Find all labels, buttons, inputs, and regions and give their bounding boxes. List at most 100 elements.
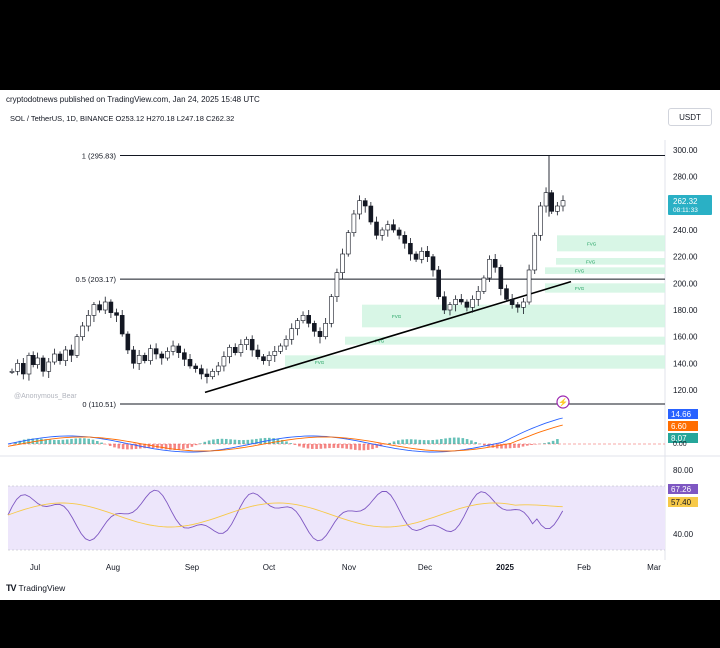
macd-histogram-bar (435, 439, 439, 444)
candle-body (521, 301, 526, 308)
candle-body (538, 205, 543, 236)
candle-body (560, 200, 566, 207)
candle-body (334, 272, 340, 297)
macd-histogram-bar (117, 444, 121, 449)
candle-body (362, 200, 368, 207)
macd-histogram-bar (508, 444, 512, 449)
macd-histogram-bar (207, 440, 211, 444)
macd-histogram-bar (177, 444, 181, 450)
candle-body (272, 351, 278, 356)
current-price-value: 262.32 (673, 197, 698, 206)
macd-zero-label: 0.00 (673, 441, 687, 448)
macd-histogram-bar (169, 444, 172, 450)
candle-body (408, 243, 413, 255)
macd-histogram-bar (96, 440, 99, 444)
macd-histogram-bar (194, 444, 198, 446)
candle-body (148, 348, 153, 361)
candle-body (498, 267, 504, 289)
candle-body (396, 229, 402, 236)
macd-histogram-bar (444, 438, 447, 444)
candle-body (26, 355, 32, 375)
candle-body (509, 299, 515, 305)
candle-body (328, 296, 334, 324)
candle-body (453, 299, 458, 305)
macd-histogram-bar (22, 439, 26, 444)
candle-body (69, 349, 74, 356)
event-lightning-icon (556, 395, 570, 409)
candle-body (153, 348, 159, 355)
candle-body (555, 205, 560, 212)
macd-histogram-bar (556, 439, 559, 444)
macd-histogram-bar (134, 444, 138, 449)
macd-histogram-bar (349, 444, 353, 450)
macd-histogram-bar (328, 444, 331, 449)
macd-histogram-bar (315, 444, 318, 449)
rsi-ma-line (7, 502, 563, 528)
macd-histogram-bar (358, 444, 361, 451)
candle-body (261, 356, 266, 361)
candle-body (379, 229, 385, 236)
time-axis-label: Aug (106, 563, 120, 572)
fvg-zone-label: FVG (315, 360, 325, 365)
macd-histogram-bar (113, 444, 116, 448)
macd-histogram-bar (414, 439, 417, 444)
candle-body (187, 359, 193, 367)
candle-body (232, 347, 238, 353)
candle-body (385, 224, 391, 231)
candle-body (295, 320, 300, 329)
macd-histogram-bar (272, 438, 275, 444)
macd-value-label: 14.66 (671, 410, 692, 419)
candle-body (419, 251, 425, 260)
fvg-zone (545, 267, 665, 274)
fib-level-label: 0 (110.51) (82, 400, 116, 409)
candle-body (74, 336, 80, 356)
chart-canvas[interactable]: 300.00280.00260.00240.00220.00200.00180.… (0, 90, 720, 580)
macd-histogram-bar (409, 439, 413, 444)
candle-body (131, 349, 136, 364)
fvg-zone-label: FVG (575, 269, 585, 274)
macd-histogram-bar (147, 444, 151, 448)
macd-histogram-bar (513, 444, 516, 448)
symbol-legend[interactable]: SOL / TetherUS, 1D, BINANCE O253.12 H270… (10, 114, 235, 123)
footer-brand[interactable]: TV TradingView (6, 583, 65, 593)
candle-body (9, 371, 15, 373)
candle-body (543, 192, 549, 207)
candle-body (357, 200, 362, 215)
macd-value-badge (668, 421, 698, 431)
currency-selector[interactable]: USDT (668, 108, 712, 126)
rsi-value-label: 57.40 (671, 498, 692, 507)
candle-body (136, 355, 142, 364)
fvg-zone (362, 304, 665, 328)
price-tick-label: 300.00 (673, 146, 698, 155)
candle-body (35, 357, 40, 365)
macd-histogram-bar (156, 444, 159, 449)
rsi-value-badge (668, 484, 698, 494)
candle-body (464, 301, 470, 308)
macd-histogram-bar (388, 442, 391, 444)
candle-body (255, 349, 261, 357)
macd-histogram-bar (280, 439, 284, 444)
candle-body (63, 349, 68, 361)
candle-body (515, 304, 521, 308)
macd-histogram-bar (130, 444, 133, 450)
macd-histogram-bar (78, 438, 82, 444)
candle-body (278, 345, 283, 352)
author-watermark: @Anonymous_Bear (14, 393, 77, 400)
macd-histogram-bar (31, 438, 35, 444)
candle-body (323, 323, 328, 337)
macd-histogram-bar (375, 444, 379, 448)
macd-histogram-bar (190, 444, 194, 447)
event-lightning-glyph: ⚡ (558, 397, 568, 407)
macd-histogram-bar (268, 437, 271, 444)
fib-level-label: 1 (295.83) (82, 152, 117, 161)
macd-histogram-bar (212, 439, 215, 444)
macd-histogram-bar (87, 438, 90, 444)
macd-histogram-bar (530, 444, 533, 445)
macd-histogram-bar (345, 444, 348, 449)
macd-histogram-bar (259, 438, 262, 444)
candle-body (30, 355, 36, 365)
candle-body (91, 304, 97, 316)
price-tick-label: 220.00 (673, 253, 698, 262)
fib-level-label: 0.5 (203.17) (76, 275, 117, 284)
macd-histogram-bar (74, 438, 78, 444)
